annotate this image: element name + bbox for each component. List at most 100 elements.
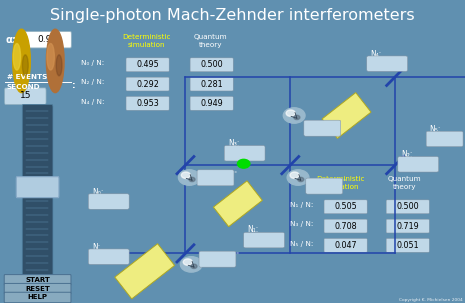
Text: Deterministic
simulation: Deterministic simulation: [317, 176, 365, 190]
FancyBboxPatch shape: [197, 170, 234, 186]
Text: N₄:: N₄:: [370, 50, 381, 59]
Text: N₂ / N:: N₂ / N:: [80, 79, 104, 85]
Text: 57: 57: [317, 124, 328, 133]
FancyBboxPatch shape: [304, 120, 341, 136]
FancyBboxPatch shape: [4, 292, 71, 303]
Text: 0.495: 0.495: [136, 60, 159, 69]
Text: 0.505: 0.505: [334, 202, 357, 211]
Circle shape: [183, 259, 193, 265]
Text: N₅ / N:: N₅ / N:: [290, 241, 314, 247]
Text: 73: 73: [210, 173, 221, 182]
FancyBboxPatch shape: [199, 251, 236, 267]
Text: Quantum
theory: Quantum theory: [194, 34, 227, 48]
Text: SECOND: SECOND: [7, 84, 40, 90]
FancyBboxPatch shape: [324, 238, 367, 252]
FancyBboxPatch shape: [386, 200, 429, 214]
FancyBboxPatch shape: [324, 200, 367, 214]
Text: N₀ / N:: N₀ / N:: [80, 60, 104, 66]
FancyBboxPatch shape: [244, 232, 285, 248]
FancyBboxPatch shape: [4, 283, 71, 294]
FancyBboxPatch shape: [386, 238, 429, 252]
Text: 15: 15: [20, 92, 31, 100]
Circle shape: [298, 177, 304, 181]
Text: 0.047: 0.047: [334, 241, 357, 250]
FancyBboxPatch shape: [5, 88, 46, 105]
Text: 0.719: 0.719: [396, 221, 419, 231]
Text: 0.98: 0.98: [38, 35, 58, 44]
Circle shape: [290, 172, 299, 178]
Text: α:: α:: [6, 35, 17, 45]
Text: °: °: [340, 122, 343, 127]
Circle shape: [189, 177, 195, 181]
Text: 150: 150: [315, 181, 333, 191]
Text: N₃ / N:: N₃ / N:: [290, 221, 314, 228]
Text: N₀:: N₀:: [92, 188, 104, 197]
FancyBboxPatch shape: [190, 96, 233, 110]
FancyBboxPatch shape: [126, 77, 169, 91]
FancyBboxPatch shape: [386, 219, 429, 233]
Text: 0.953: 0.953: [136, 99, 159, 108]
Text: N₂:: N₂:: [401, 150, 412, 158]
FancyBboxPatch shape: [224, 145, 265, 161]
Polygon shape: [322, 93, 371, 138]
Text: N₅:: N₅:: [429, 125, 441, 134]
FancyBboxPatch shape: [88, 249, 129, 265]
Circle shape: [180, 257, 202, 272]
FancyBboxPatch shape: [398, 157, 438, 172]
Text: 0.949: 0.949: [200, 99, 223, 108]
FancyBboxPatch shape: [88, 194, 129, 209]
Text: 0.500: 0.500: [397, 202, 419, 211]
Text: HELP: HELP: [27, 295, 47, 301]
Circle shape: [46, 29, 64, 93]
Text: Quantum
theory: Quantum theory: [388, 176, 422, 190]
Text: 317: 317: [209, 255, 226, 264]
Text: 0.292: 0.292: [136, 80, 159, 88]
Circle shape: [286, 110, 295, 116]
Text: Single-photon Mach-Zehnder interferometers: Single-photon Mach-Zehnder interferomete…: [50, 8, 415, 24]
FancyBboxPatch shape: [126, 96, 169, 110]
Text: °: °: [235, 253, 238, 258]
FancyBboxPatch shape: [306, 178, 343, 194]
Text: 75: 75: [239, 149, 251, 158]
Circle shape: [283, 108, 305, 123]
Text: 5: 5: [441, 135, 448, 143]
Text: Deterministic
simulation: Deterministic simulation: [122, 34, 171, 48]
FancyBboxPatch shape: [4, 275, 71, 285]
Text: Copyright K. Michielsen 2004: Copyright K. Michielsen 2004: [399, 298, 463, 301]
Circle shape: [22, 55, 28, 76]
Circle shape: [294, 115, 300, 120]
Text: N₁ / N:: N₁ / N:: [290, 202, 314, 208]
Text: °: °: [342, 180, 345, 185]
Circle shape: [238, 159, 250, 168]
FancyBboxPatch shape: [24, 32, 71, 48]
Text: °: °: [233, 171, 236, 176]
Text: # EVENTS: # EVENTS: [7, 74, 47, 80]
Text: 31: 31: [412, 160, 425, 169]
Circle shape: [179, 170, 200, 185]
Text: 101: 101: [378, 59, 397, 68]
Text: N₄ / N:: N₄ / N:: [80, 99, 104, 105]
Text: 0.281: 0.281: [200, 80, 223, 88]
FancyBboxPatch shape: [22, 105, 53, 277]
Text: START: START: [25, 277, 50, 283]
Text: 0.500: 0.500: [200, 60, 223, 69]
Polygon shape: [115, 244, 174, 299]
Circle shape: [47, 44, 54, 70]
Circle shape: [191, 264, 197, 268]
Text: 54: 54: [258, 236, 270, 245]
FancyBboxPatch shape: [190, 58, 233, 72]
FancyBboxPatch shape: [426, 131, 463, 147]
Text: 107: 107: [100, 252, 118, 261]
FancyBboxPatch shape: [324, 219, 367, 233]
Circle shape: [13, 44, 20, 70]
Text: 0.708: 0.708: [334, 221, 357, 231]
FancyBboxPatch shape: [367, 56, 407, 72]
FancyBboxPatch shape: [16, 177, 59, 198]
Circle shape: [13, 29, 30, 93]
Text: 53: 53: [102, 197, 115, 206]
Text: N₁:: N₁:: [247, 225, 259, 235]
Circle shape: [56, 55, 62, 76]
Circle shape: [181, 172, 190, 178]
Circle shape: [287, 170, 309, 185]
Polygon shape: [213, 181, 262, 227]
